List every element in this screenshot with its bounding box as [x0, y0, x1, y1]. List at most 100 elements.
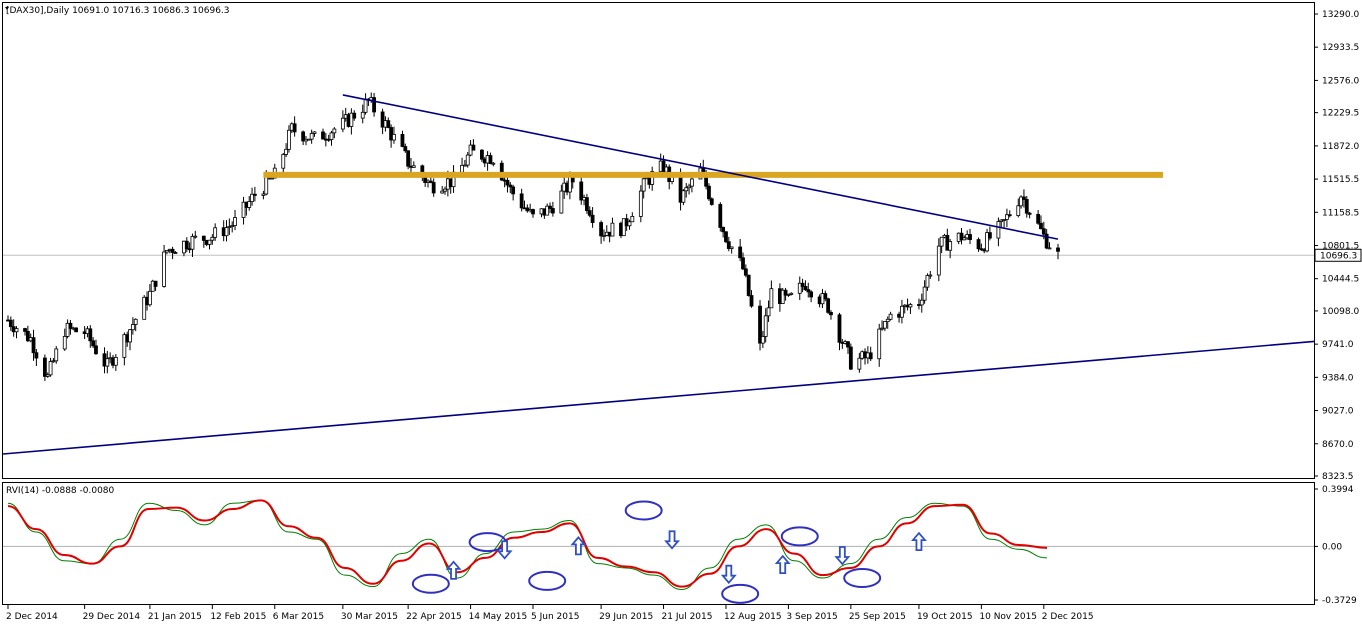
candle-body: [900, 305, 904, 318]
candle-body: [880, 327, 884, 330]
candle-body: [638, 190, 643, 217]
candle-body: [68, 322, 73, 329]
candle-body: [284, 148, 289, 155]
candle-body: [709, 198, 714, 205]
candle-body: [548, 205, 552, 209]
candle-body: [230, 225, 235, 227]
candle-body: [1039, 222, 1043, 230]
downtrend-line: [342, 94, 1059, 240]
candle-body: [1056, 247, 1060, 252]
candle-body: [1036, 213, 1041, 224]
rvi-annotations: [411, 500, 927, 604]
x-tick-label: 30 Mar 2015: [341, 612, 398, 622]
candle-body: [91, 340, 96, 347]
y-tick-label: 12933.5: [1322, 43, 1359, 53]
candle-body: [1002, 219, 1006, 221]
candle-body: [690, 178, 694, 187]
rvi-tick-label: 0.3994: [1322, 485, 1354, 495]
candle-body: [147, 290, 152, 306]
candle-body: [738, 246, 743, 259]
candle-body: [45, 374, 50, 377]
candle-body: [51, 360, 56, 363]
collapse-icon[interactable]: [5, 7, 9, 10]
y-tick-label: 12229.5: [1322, 109, 1359, 119]
candle-body: [88, 328, 93, 342]
candle-body: [531, 209, 535, 215]
x-tick-label: 21 Jan 2015: [148, 612, 202, 622]
candle-body: [857, 357, 862, 370]
candle-body: [113, 356, 118, 366]
x-tick-label: 29 Dec 2014: [83, 612, 141, 622]
candle-body: [292, 123, 297, 133]
y-tick-label: 12576.0: [1322, 76, 1359, 86]
x-tick-label: 2 Dec 2014: [6, 612, 58, 622]
candle-body: [372, 97, 376, 113]
y-tick-label: 11515.5: [1322, 175, 1359, 185]
candle-body: [142, 296, 147, 320]
candle-body: [885, 318, 890, 322]
x-tick-label: 2 Dec 2015: [1042, 612, 1094, 622]
x-tick-label: 6 Mar 2015: [273, 612, 324, 622]
candle-body: [352, 112, 357, 119]
candle-body: [687, 185, 691, 189]
candle-body: [729, 246, 734, 249]
candle-body: [173, 252, 178, 254]
candle-body: [332, 128, 337, 134]
uptrend-line: [2, 340, 1315, 455]
candle-body: [153, 280, 158, 287]
arrow-down-icon: [496, 540, 513, 560]
candle-body: [1005, 214, 1009, 220]
candle-body: [340, 117, 345, 130]
candle-body: [868, 352, 873, 360]
x-tick-label: 12 Aug 2015: [724, 612, 782, 622]
candle-body: [250, 193, 254, 202]
candle-body: [1022, 196, 1026, 200]
candle-body: [760, 336, 765, 344]
candle-body: [602, 235, 606, 237]
candle-body: [684, 187, 689, 192]
candle-body: [925, 275, 930, 288]
candle-body: [976, 239, 981, 250]
candle-body: [133, 318, 138, 325]
candle-body: [122, 334, 127, 358]
candle-body: [823, 293, 828, 300]
candle-body: [996, 221, 1001, 239]
candle-body: [550, 208, 555, 214]
candle-body: [349, 112, 354, 127]
candle-body: [627, 221, 632, 227]
candle-body: [363, 98, 368, 113]
candle-body: [488, 155, 493, 164]
candle-body: [882, 321, 887, 329]
candle-body: [783, 289, 788, 296]
candle-body: [908, 304, 913, 308]
candle-body: [803, 286, 808, 291]
candle-body: [888, 313, 893, 320]
price-lines: [2, 94, 1315, 455]
candle-body: [559, 190, 564, 214]
candle-body: [505, 180, 510, 186]
candle-body: [210, 236, 215, 241]
candle-body: [724, 231, 728, 243]
y-tick-label: 10444.5: [1322, 275, 1359, 285]
candle-body: [491, 162, 496, 165]
x-tick-label: 29 Jun 2015: [599, 612, 653, 622]
candle-body: [545, 205, 550, 216]
x-tick-label: 14 May 2015: [469, 612, 528, 622]
candle-body: [749, 295, 754, 307]
rvi-ellipse: [411, 573, 450, 594]
candle-body: [360, 111, 365, 119]
x-tick-label: 25 Sep 2015: [849, 612, 906, 622]
rvi-header: RVI(14) -0.0888 -0.0080: [6, 486, 115, 496]
candle-body: [54, 348, 59, 362]
candle-body: [829, 311, 833, 316]
current-price-label: 10696.3: [1320, 251, 1357, 261]
candle-body: [241, 201, 246, 218]
candle-body: [1027, 212, 1032, 215]
candle-body: [42, 357, 47, 377]
candle-body: [301, 131, 306, 142]
candle-body: [406, 150, 411, 167]
candle-body: [184, 240, 189, 250]
rvi-panel: 0.3994 0.00 -0.3729 RVI(14) -0.0888 -0.008…: [2, 482, 1357, 606]
candle-body: [766, 307, 771, 317]
arrow-down-icon: [834, 546, 851, 566]
